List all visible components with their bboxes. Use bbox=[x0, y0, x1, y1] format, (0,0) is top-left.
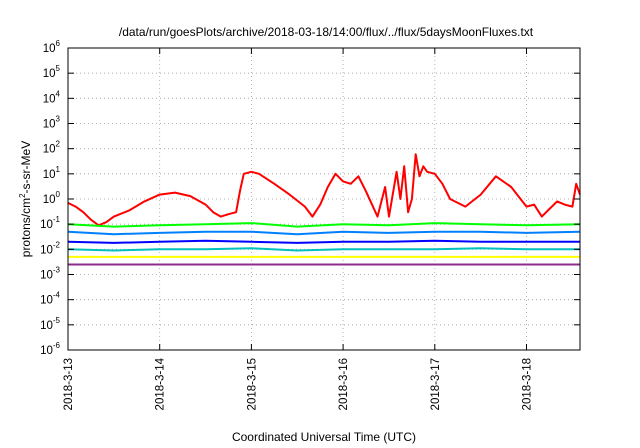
series-line-4 bbox=[67, 239, 580, 244]
y-tick-label: 104 bbox=[43, 89, 61, 105]
y-tick-label: 10-1 bbox=[40, 215, 60, 231]
series-line-5 bbox=[67, 247, 580, 252]
y-tick-label: 10-6 bbox=[40, 341, 60, 357]
x-tick-label: 2018-3-18 bbox=[522, 358, 534, 410]
y-tick-label: 10-2 bbox=[40, 240, 60, 256]
y-tick-label: 10-3 bbox=[40, 266, 60, 282]
x-tick-label: 2018-3-13 bbox=[63, 358, 75, 410]
y-tick-label: 100 bbox=[43, 190, 61, 206]
x-tick-label: 2018-3-16 bbox=[338, 358, 350, 410]
y-tick-label: 106 bbox=[43, 39, 61, 55]
x-tick-label: 2018-3-17 bbox=[430, 358, 442, 410]
axes: 10-6 10-5 10-4 10-3 10-2 10-1 100 101 102 103 104 1… bbox=[40, 39, 580, 410]
series-line-1 bbox=[67, 153, 581, 227]
series-line-2 bbox=[67, 222, 581, 228]
x-tick-label: 2018-3-14 bbox=[155, 357, 167, 410]
x-tick-label: 2018-3-15 bbox=[246, 358, 258, 410]
y-axis-label: protons/cm2-s-sr-MeV bbox=[18, 141, 33, 257]
y-tick-label: 101 bbox=[43, 165, 61, 181]
y-tick-label: 10-5 bbox=[40, 316, 60, 332]
x-axis-label: Coordinated Universal Time (UTC) bbox=[232, 430, 416, 444]
series-line-3 bbox=[67, 230, 581, 236]
series-lines bbox=[67, 153, 581, 266]
chart-title: /data/run/goesPlots/archive/2018-03-18/1… bbox=[119, 25, 534, 39]
y-tick-label: 103 bbox=[43, 115, 61, 131]
y-tick-label: 102 bbox=[43, 140, 61, 156]
grid bbox=[68, 48, 580, 350]
y-tick-label: 10-4 bbox=[40, 291, 60, 307]
y-tick-label: 105 bbox=[43, 64, 61, 80]
